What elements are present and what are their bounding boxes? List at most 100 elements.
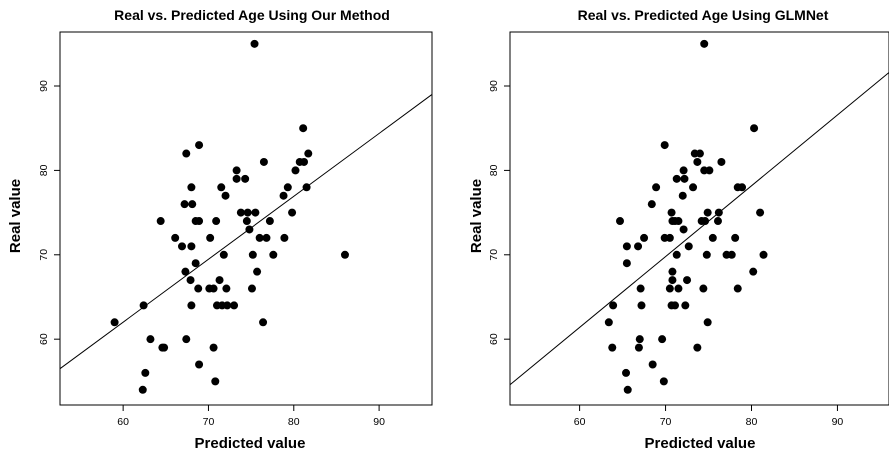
data-point bbox=[672, 174, 681, 183]
data-point bbox=[187, 242, 196, 251]
data-point bbox=[674, 284, 683, 293]
x-tick-label: 60 bbox=[117, 416, 129, 428]
data-point bbox=[217, 183, 226, 192]
data-point bbox=[250, 39, 259, 48]
data-point bbox=[236, 208, 245, 217]
data-point bbox=[679, 166, 688, 175]
data-point bbox=[195, 360, 204, 369]
regression-line bbox=[509, 72, 889, 386]
data-point bbox=[652, 183, 661, 192]
data-point bbox=[248, 250, 257, 259]
y-tick-label: 80 bbox=[488, 164, 500, 176]
data-point bbox=[181, 267, 190, 276]
data-point bbox=[731, 233, 740, 242]
data-point bbox=[300, 157, 309, 166]
data-point bbox=[232, 174, 241, 183]
data-point bbox=[700, 39, 709, 48]
data-point bbox=[187, 183, 196, 192]
x-axis-label: Predicted value bbox=[195, 435, 306, 452]
data-point bbox=[269, 250, 278, 259]
data-point bbox=[678, 191, 687, 200]
data-point bbox=[219, 250, 228, 259]
data-point bbox=[705, 166, 714, 175]
data-point bbox=[623, 385, 632, 394]
data-point bbox=[622, 242, 631, 251]
x-tick-label: 90 bbox=[832, 416, 844, 428]
data-point bbox=[660, 141, 669, 150]
data-point bbox=[684, 242, 693, 251]
data-point bbox=[648, 360, 657, 369]
data-point bbox=[616, 217, 625, 226]
panel-glmnet: Real vs. Predicted Age Using GLMNet Pred… bbox=[468, 7, 889, 452]
data-point bbox=[241, 174, 250, 183]
data-point bbox=[186, 276, 195, 285]
chart-title: Real vs. Predicted Age Using Our Method bbox=[114, 7, 390, 23]
data-point bbox=[265, 217, 274, 226]
data-point bbox=[253, 267, 262, 276]
data-point bbox=[178, 242, 187, 251]
data-point bbox=[232, 166, 241, 175]
x-tick-label: 60 bbox=[574, 416, 586, 428]
data-point bbox=[195, 217, 204, 226]
data-point bbox=[640, 233, 649, 242]
data-point bbox=[727, 250, 736, 259]
data-point bbox=[671, 301, 680, 310]
data-point bbox=[243, 208, 252, 217]
data-point bbox=[211, 377, 220, 386]
data-point bbox=[194, 284, 203, 293]
x-tick-label: 70 bbox=[203, 416, 215, 428]
data-point bbox=[187, 301, 196, 310]
regression-line bbox=[59, 94, 433, 370]
data-point bbox=[714, 208, 723, 217]
y-tick-label: 70 bbox=[488, 249, 500, 261]
data-point bbox=[668, 276, 677, 285]
data-point bbox=[674, 217, 683, 226]
data-point bbox=[195, 141, 204, 150]
data-point bbox=[206, 233, 215, 242]
data-point bbox=[622, 368, 631, 377]
data-point bbox=[182, 335, 191, 344]
data-point bbox=[259, 318, 268, 327]
data-point bbox=[188, 200, 197, 209]
data-point bbox=[221, 191, 230, 200]
data-point bbox=[634, 343, 643, 352]
y-tick-label: 60 bbox=[488, 333, 500, 345]
data-point bbox=[701, 217, 710, 226]
data-point bbox=[259, 157, 268, 166]
data-point bbox=[756, 208, 765, 217]
chart-title: Real vs. Predicted Age Using GLMNet bbox=[578, 7, 829, 23]
data-point bbox=[251, 208, 260, 217]
data-point bbox=[749, 267, 758, 276]
data-point bbox=[138, 385, 147, 394]
data-point bbox=[288, 208, 297, 217]
data-point bbox=[717, 157, 726, 166]
data-point bbox=[733, 284, 742, 293]
data-point bbox=[659, 377, 668, 386]
data-point bbox=[637, 301, 646, 310]
data-point bbox=[608, 343, 617, 352]
data-point bbox=[635, 335, 644, 344]
data-point bbox=[222, 284, 231, 293]
data-point bbox=[665, 233, 674, 242]
data-point bbox=[667, 208, 676, 217]
data-point bbox=[702, 250, 711, 259]
y-tick-label: 90 bbox=[488, 80, 500, 92]
data-point bbox=[139, 301, 148, 310]
data-point bbox=[291, 166, 300, 175]
data-point bbox=[689, 183, 698, 192]
data-point bbox=[609, 301, 618, 310]
data-point bbox=[680, 174, 689, 183]
data-point bbox=[693, 343, 702, 352]
panel-our-method: Real vs. Predicted Age Using Our Method … bbox=[7, 7, 433, 452]
data-point bbox=[212, 217, 221, 226]
x-axis-label: Predicted value bbox=[645, 435, 756, 452]
x-tick-label: 90 bbox=[373, 416, 385, 428]
data-point bbox=[191, 259, 200, 268]
data-point bbox=[713, 217, 722, 226]
data-point bbox=[658, 335, 667, 344]
data-point bbox=[699, 284, 708, 293]
data-point bbox=[245, 225, 254, 234]
data-point bbox=[340, 250, 349, 259]
y-axis-label: Real value bbox=[468, 179, 485, 253]
